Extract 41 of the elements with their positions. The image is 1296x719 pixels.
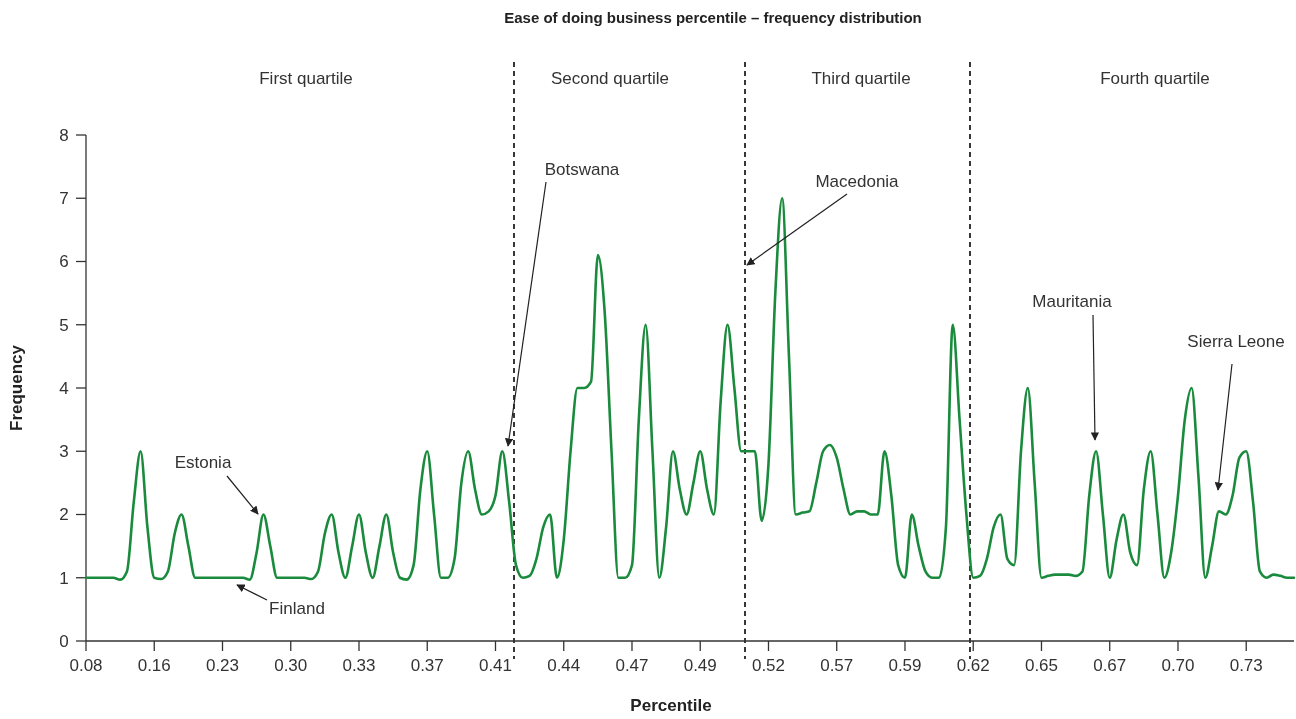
annotation: Finland [269,598,325,618]
x-tick-label: 0.57 [820,656,854,675]
y-tick-label: 3 [59,442,69,462]
annotation: Sierra Leone [1187,331,1285,351]
y-tick-label: 4 [59,378,69,398]
x-tick-label: 0.73 [1229,656,1263,675]
y-tick-label: 6 [59,252,69,272]
text: Second quartile [550,68,670,88]
x-tick-label: 0.49 [683,656,717,675]
x-tick-label: 0.65 [1024,656,1059,675]
y-tick-label: 7 [59,189,69,209]
y-tick-label: 2 [59,505,69,525]
chart-title: Ease of doing business percentile – frequency distribution [504,9,922,26]
x-tick-label: 0.08 [69,656,103,675]
x-tick-label: 0.23 [205,656,240,675]
x-tick-label: 0.30 [274,656,308,675]
line-series [84,196,1296,581]
y-axis-title: Frequency [7,344,26,431]
y-tick-label: 0 [59,631,69,651]
annotation: Mauritania [1032,291,1113,311]
x-tick-label: 0.62 [956,656,990,675]
y-tick-label: 8 [59,125,69,145]
text: Fourth quartile [1100,68,1210,88]
x-tick-label: 0.33 [342,656,376,675]
x-tick-label: 0.67 [1093,656,1127,675]
x-tick-label: 0.59 [888,656,922,675]
x-tick-label: 0.37 [410,656,444,675]
x-tick-label: 0.52 [751,656,786,675]
x-tick-label: 0.70 [1161,656,1195,675]
annotation: Macedonia [815,171,900,191]
x-axis-title: Percentile [630,696,712,715]
x-tick-label: 0.47 [615,656,649,675]
text: First quartile [259,68,353,88]
annotation: Estonia [174,452,232,472]
annotation: Botswana [544,159,620,179]
x-tick-label: 0.44 [547,656,581,675]
y-tick-label: 1 [59,568,69,588]
x-tick-label: 0.41 [478,656,513,675]
x-tick-label: 0.16 [137,656,171,675]
text: Third quartile [811,68,911,88]
y-tick-label: 5 [59,315,69,335]
